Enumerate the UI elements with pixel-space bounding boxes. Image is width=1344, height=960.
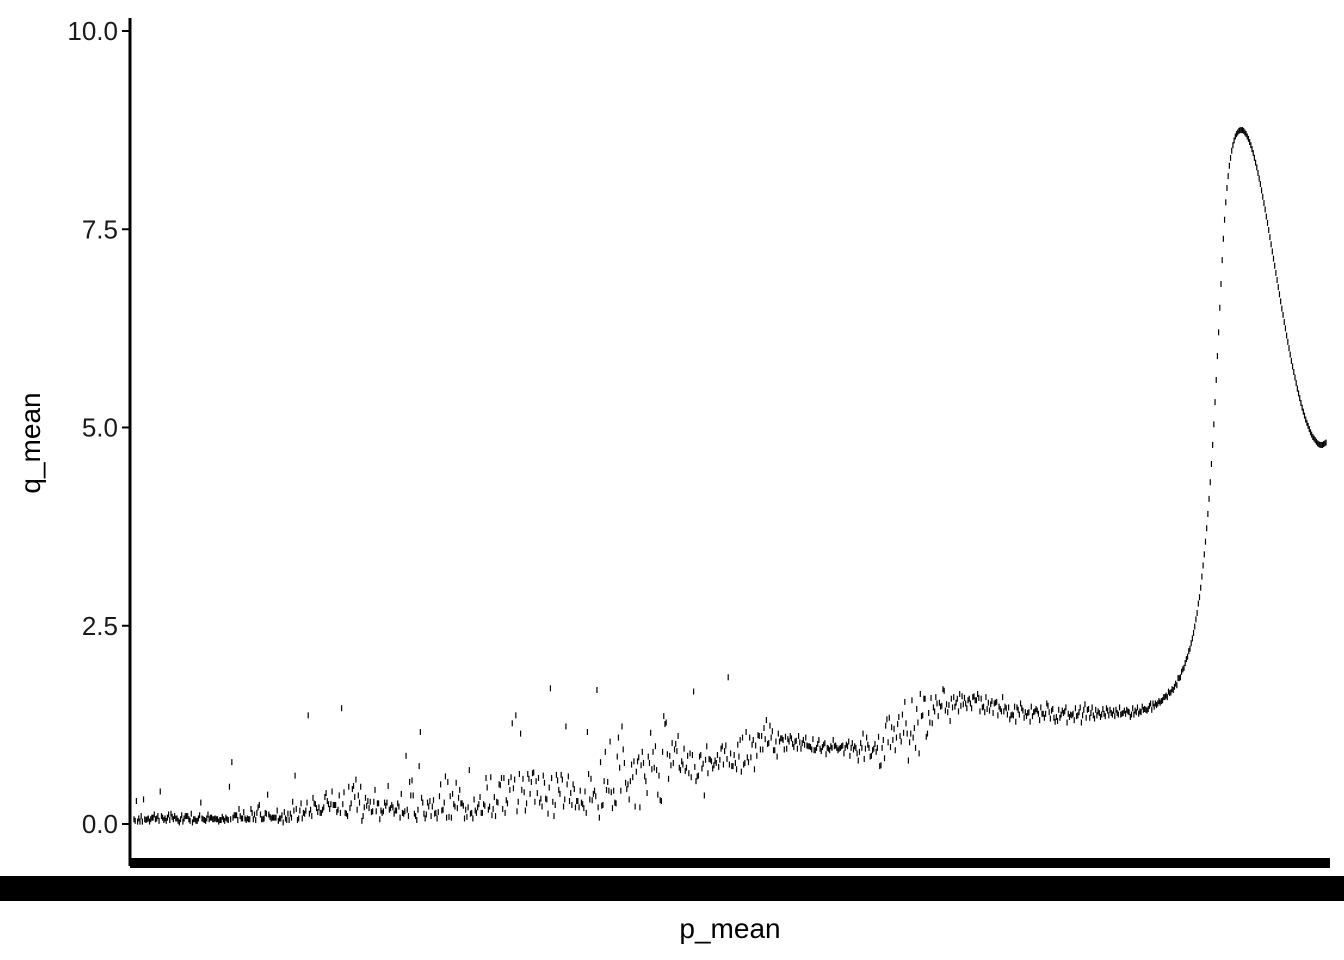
x-tick-band [130, 858, 1330, 868]
y-tick-label: 0.0 [82, 809, 118, 839]
scatter-points [133, 127, 1327, 826]
y-axis-title: q_mean [15, 392, 46, 493]
y-tick-label: 10.0 [67, 16, 118, 46]
x-tick-label-band [0, 876, 1344, 901]
y-ticks: 0.0 2.5 5.0 7.5 10.0 [67, 16, 130, 839]
y-tick-label: 7.5 [82, 214, 118, 244]
x-axis [0, 858, 1344, 901]
y-tick-label: 2.5 [82, 611, 118, 641]
y-tick-label: 5.0 [82, 413, 118, 443]
x-axis-title: p_mean [679, 913, 780, 944]
